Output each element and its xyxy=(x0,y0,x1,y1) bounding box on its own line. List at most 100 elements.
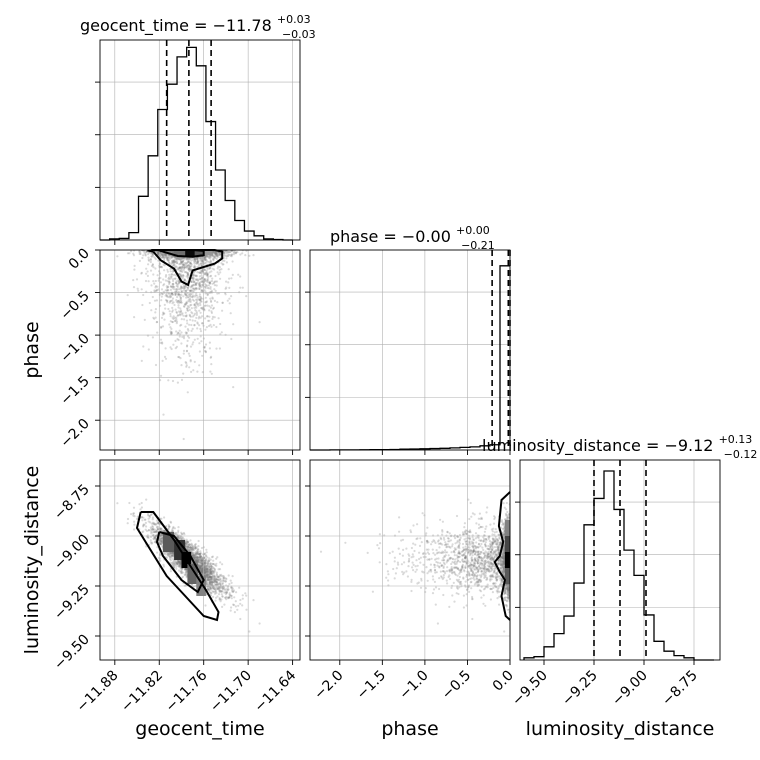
panel-time-distance-point xyxy=(140,501,143,505)
panel-time-distance-point xyxy=(199,564,202,567)
panel-time-distance-point xyxy=(195,559,198,562)
panel-time-distance-point xyxy=(198,553,201,556)
panel-time-distance-point xyxy=(147,529,150,532)
panel-time-phase-point xyxy=(201,289,204,292)
panel-time-phase-point xyxy=(159,255,162,258)
panel-time-phase-point xyxy=(151,253,154,256)
panel-time-phase-point xyxy=(204,278,207,281)
panel-time-distance-point xyxy=(205,568,208,571)
panel-time-phase-point xyxy=(196,265,199,268)
panel-time-distance-point xyxy=(200,564,204,567)
panel-time-distance-point xyxy=(204,571,207,575)
panel-time-phase-point xyxy=(191,277,194,280)
panel-time-phase-point xyxy=(184,293,187,296)
panel-time-phase-point xyxy=(195,306,198,309)
panel-time-phase-point xyxy=(204,290,207,293)
panel-time-phase-point xyxy=(156,331,159,334)
panel-time-distance-point xyxy=(193,555,196,558)
panel-time-distance-point xyxy=(208,572,211,575)
panel-time-distance-point xyxy=(224,580,227,583)
panel-time-phase-point xyxy=(178,299,181,302)
panel-time-distance-point xyxy=(162,563,165,566)
panel-time-distance-point xyxy=(248,630,251,633)
panel-time-distance-point xyxy=(225,598,228,601)
panel-time-phase-point xyxy=(199,330,203,333)
panel-time-distance-point xyxy=(200,555,203,559)
panel-time-phase-point xyxy=(159,265,162,269)
panel-time-phase-point xyxy=(185,262,188,265)
panel-time-phase-point xyxy=(175,299,178,302)
panel-time-phase-point xyxy=(172,261,176,264)
panel-time-phase-point xyxy=(168,250,171,253)
panel-time-phase-point xyxy=(190,329,193,332)
panel-time-phase-point xyxy=(165,286,169,289)
panel-time-phase-point xyxy=(200,258,203,261)
panel-time-phase-point xyxy=(233,251,236,254)
panel-time-phase-point xyxy=(171,259,174,262)
panel-time-phase-point xyxy=(218,266,221,269)
panel-time-phase-point xyxy=(223,254,226,257)
panel-time-phase-point xyxy=(187,277,190,280)
panel-time-distance-point xyxy=(198,557,201,560)
panel-time-phase-point xyxy=(147,259,151,262)
panel-time-phase-point xyxy=(173,263,176,266)
panel-time-phase-point xyxy=(189,345,193,348)
panel-time-phase-point xyxy=(207,287,210,290)
panel-time-distance-point xyxy=(183,567,186,570)
panel-time-phase-point xyxy=(160,288,164,291)
panel-time-phase-point xyxy=(185,331,188,334)
panel-time-phase-point xyxy=(180,289,183,292)
panel-time-distance-point xyxy=(206,562,209,566)
panel-time-phase-point xyxy=(173,288,176,291)
panel-time-phase-point xyxy=(167,295,170,299)
panel-time-distance-point xyxy=(179,563,182,566)
panel-time-phase-point xyxy=(210,372,213,375)
panel-time-distance-point xyxy=(191,546,194,549)
panel-time-phase-point xyxy=(200,297,203,300)
panel-time-distance-point xyxy=(178,564,182,567)
panel-time-phase-point xyxy=(222,251,225,254)
panel-time-phase-point xyxy=(210,325,213,328)
panel-time-phase-point xyxy=(214,251,217,255)
panel-time-phase-point xyxy=(204,261,208,264)
panel-time-phase-point xyxy=(184,325,187,328)
panel-time-distance-point xyxy=(204,555,207,558)
panel-time-distance-point xyxy=(175,567,178,571)
panel-time-distance-point xyxy=(221,563,224,566)
panel-time-phase-point xyxy=(195,262,198,265)
panel-time-distance-point xyxy=(213,577,216,581)
panel-time-phase-point xyxy=(179,288,182,291)
panel-time-phase-point xyxy=(172,264,175,267)
panel-time-phase-point xyxy=(170,256,173,259)
panel-time-phase-point xyxy=(178,280,181,283)
panel-time-distance-point xyxy=(204,568,207,572)
panel-time-phase-point xyxy=(219,271,222,274)
panel-time-phase-point xyxy=(188,268,191,271)
panel-time-phase-point xyxy=(215,251,218,254)
panel-time-phase-point xyxy=(191,319,194,322)
panel-time-distance-point xyxy=(258,622,261,625)
panel-time-phase-point xyxy=(151,336,154,339)
panel-time-phase-point xyxy=(190,292,193,295)
panel-time-phase-point xyxy=(186,260,189,263)
panel-time-distance-point xyxy=(208,579,211,582)
panel-time-phase-point xyxy=(168,256,171,259)
panel-time-phase-point xyxy=(179,297,182,300)
panel-time-phase-point xyxy=(189,360,192,363)
panel-time-phase-point xyxy=(167,254,170,257)
panel-time-distance-point xyxy=(150,527,153,530)
panel-time-distance-point xyxy=(209,587,212,591)
panel-time-distance-point xyxy=(179,561,182,564)
panel-time-distance-point xyxy=(181,532,184,536)
panel-time-phase-point xyxy=(205,301,208,304)
panel-time-phase-point xyxy=(161,313,164,316)
panel-time-phase-point xyxy=(230,295,233,298)
panel-time-distance-point xyxy=(241,604,244,607)
panel-time-distance-point xyxy=(208,580,212,583)
panel-time-phase-point xyxy=(180,299,183,302)
panel-time-distance-point xyxy=(201,567,204,570)
panel-time-distance-point xyxy=(201,572,204,575)
panel-time-distance-point xyxy=(159,538,162,541)
panel-time-phase-point xyxy=(150,291,153,294)
panel-time-distance-point xyxy=(224,590,227,594)
